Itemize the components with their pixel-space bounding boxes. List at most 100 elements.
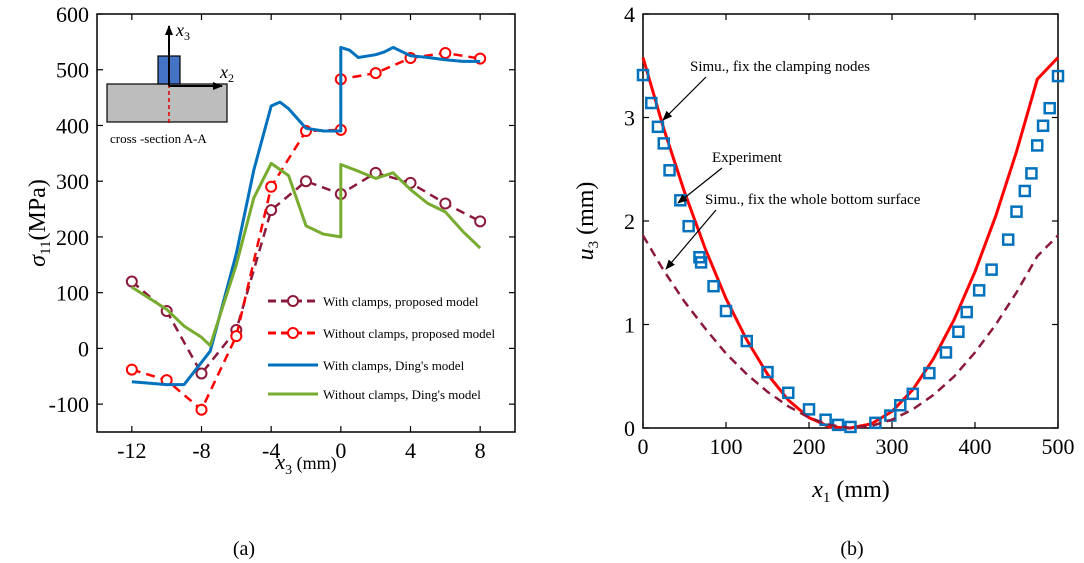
panel-b-series-1-point [707, 279, 720, 293]
x-tick-label: 8 [475, 438, 486, 463]
panel-a-ticks: -12 -8 -4 0 4 8 -100 0 100 200 300 400 500 600 [49, 2, 515, 463]
x-tick-label: -8 [192, 438, 210, 463]
y-tick-label: -100 [49, 392, 89, 417]
panel-b-series-1-point [657, 137, 670, 150]
inset-axis-right-label: x2 [219, 62, 234, 85]
panel-b-series-1-point [985, 263, 998, 276]
panel-b-series-1-point [663, 164, 676, 177]
panel-a-y-axis-label: σ11(MPa) [25, 179, 54, 267]
legend-label: Without clamps, Ding's model [323, 387, 481, 402]
panel-b-series-1-point [819, 413, 832, 426]
panel-b-caption: (b) [840, 538, 863, 560]
panel-a-series-1-point [369, 67, 382, 80]
panel-b-series-1-point [1031, 139, 1044, 152]
y-tick-label: 400 [56, 113, 89, 138]
annotation-experiment-arrow [677, 167, 723, 204]
y-tick-label: 0 [78, 336, 89, 361]
legend-marker [287, 295, 299, 307]
x-tick-label: -4 [262, 438, 280, 463]
panel-b-series-1-point [645, 96, 658, 110]
y-tick-label: 2 [624, 209, 635, 234]
panel-a-x-axis-label: x3 (mm) [274, 449, 336, 478]
panel-b-series-1-point [906, 387, 919, 401]
panel-b-series-1-point [939, 346, 953, 359]
panel-b-series-1-point [782, 386, 795, 400]
y-tick-label: 3 [624, 106, 635, 131]
x-tick-label: -12 [117, 438, 146, 463]
y-tick-label: 1 [624, 313, 635, 338]
panel-b-series-1-point [636, 68, 650, 82]
y-tick-label: 100 [56, 281, 89, 306]
panel-b-x-axis-label: x1 (mm) [811, 477, 889, 506]
panel-b-series-1-point [651, 120, 665, 134]
panel-b-series-1-point [1010, 205, 1023, 218]
legend-marker [287, 327, 299, 339]
x-tick-label: 0 [335, 438, 346, 463]
legend-label: With clamps, proposed model [323, 294, 479, 309]
panel-b-ticks: 0 100 200 300 400 500 0 1 2 3 4 [624, 2, 1075, 459]
x-tick-label: 100 [710, 434, 743, 459]
panel-b-annotations: Simu., fix the clamping nodes Experiment… [662, 59, 921, 270]
panel-b-series-1-point [694, 256, 708, 269]
panel-b-series-1-point [972, 284, 986, 297]
panel-a-series-0-line [130, 171, 481, 376]
panel-b: 0 100 200 300 400 500 0 1 2 3 4 Simu., fix the cla… [573, 2, 1075, 560]
panel-b-series-1-point [952, 325, 965, 338]
x-tick-label: 0 [638, 434, 649, 459]
panel-b-series-1-point [1043, 101, 1056, 115]
y-tick-label: 600 [56, 2, 89, 27]
panel-a-series-2-line [131, 45, 481, 387]
legend-label: With clamps, Ding's model [323, 358, 465, 373]
legend-label: Without clamps, proposed model [323, 326, 495, 341]
y-tick-label: 0 [624, 416, 635, 441]
panel-a-series-1-point [230, 330, 243, 343]
panel-b-series [636, 56, 1065, 434]
panel-a-legend: With clamps, proposed model Without clamp… [268, 294, 495, 402]
panel-a-series-0-point [439, 197, 452, 210]
panel-a-series-0-point [474, 215, 487, 228]
panel-b-series-1-point [1001, 233, 1015, 246]
panel-a-series-1-point [265, 180, 278, 193]
panel-a-series-3-line [130, 161, 482, 348]
x-tick-label: 200 [793, 434, 826, 459]
inset-axis-up-label: x3 [175, 20, 190, 43]
annotation-clamping-nodes: Simu., fix the clamping nodes [690, 59, 870, 75]
panel-b-series-1-point [1036, 119, 1050, 133]
panel-a-series-0-point [125, 275, 138, 288]
panel-b-series-1-point [761, 365, 774, 379]
panel-b-series-1-point [1025, 167, 1038, 180]
annotation-experiment: Experiment [712, 150, 783, 166]
panel-a-series-0-point [300, 175, 312, 188]
panel-b-series-1-point [923, 366, 936, 380]
panel-b-series-1-point [1018, 184, 1032, 198]
panel-a-caption: (a) [233, 538, 255, 560]
panel-a: -12 -8 -4 0 4 8 -100 0 100 200 300 400 500 600 x3 x2 … [25, 2, 516, 560]
annotation-clamping-nodes-arrow [662, 76, 707, 121]
panel-a-series-1-point [439, 47, 452, 60]
panel-a-series-0-point [195, 367, 208, 380]
annotation-whole-bottom: Simu., fix the whole bottom surface [705, 192, 921, 208]
panel-a-series-1-point [125, 363, 138, 376]
y-tick-label: 200 [56, 225, 89, 250]
panel-b-series-1-point [960, 305, 973, 319]
panel-b-series-1-point [802, 403, 816, 416]
panel-a-series-1-point [195, 403, 208, 416]
inset-base-block [106, 83, 228, 123]
panel-b-series-1-point [740, 334, 753, 348]
y-tick-label: 4 [624, 2, 635, 27]
panel-b-series-1-point [682, 219, 695, 233]
inset-caption: cross -section A-A [110, 131, 207, 146]
inset-cross-section: x3 x2 cross -section A-A [106, 20, 234, 146]
panel-a-series-0-point [265, 204, 278, 217]
y-tick-label: 300 [56, 169, 89, 194]
annotation-whole-bottom-arrow [665, 209, 717, 270]
x-tick-label: 300 [876, 434, 909, 459]
y-tick-label: 500 [56, 58, 89, 83]
panel-b-series-1-point [719, 304, 733, 318]
x-tick-label: 400 [959, 434, 992, 459]
panel-b-series-2-line [641, 234, 1059, 430]
panel-b-series-1-point [1051, 69, 1065, 83]
panel-a-series [125, 45, 487, 416]
panel-b-plot-area [642, 13, 1059, 429]
